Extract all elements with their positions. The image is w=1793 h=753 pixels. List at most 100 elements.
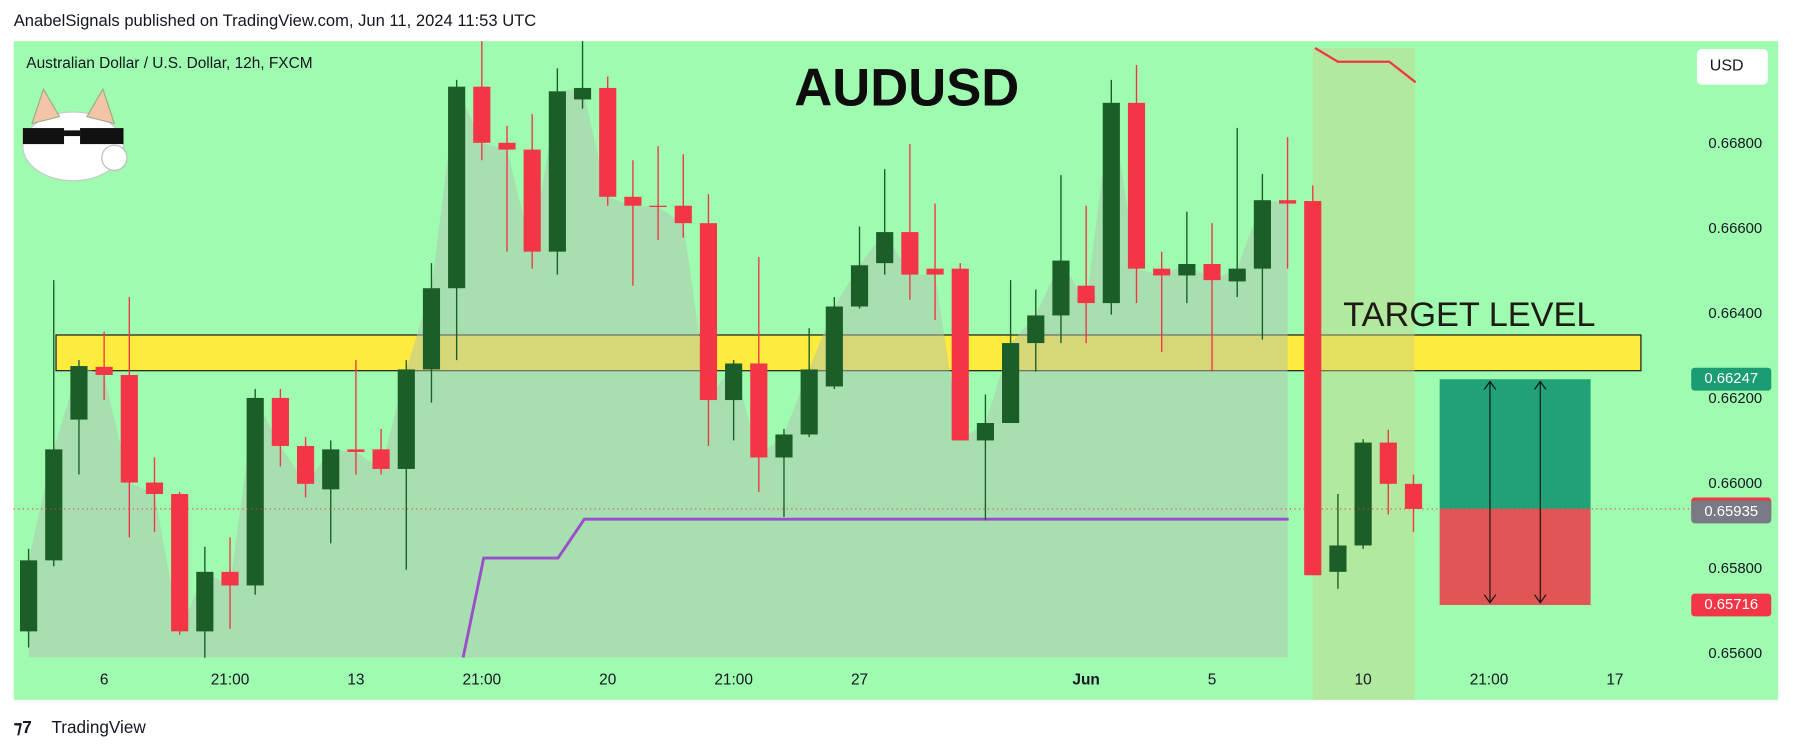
arrow-head <box>1534 380 1547 604</box>
candle-body <box>699 223 718 401</box>
candle-body <box>1329 545 1347 572</box>
y-tick-label: 0.66400 <box>1708 306 1762 322</box>
price-tag-label: 0.65716 <box>1704 597 1758 613</box>
candles <box>20 41 1423 658</box>
footer-brand: TradingView <box>51 717 146 737</box>
candle-body <box>1178 263 1196 276</box>
x-tick-label: 27 <box>851 671 868 688</box>
candle-body <box>1027 315 1045 344</box>
currency-label[interactable]: USD <box>1710 58 1744 75</box>
session-band <box>1312 48 1415 700</box>
candle-body <box>196 571 214 632</box>
candle-body <box>1228 268 1246 282</box>
price-tag <box>1691 367 1772 391</box>
candle-body <box>573 87 592 100</box>
candle-body <box>45 449 63 561</box>
candle-body <box>120 374 138 483</box>
candle-body <box>1278 200 1297 204</box>
x-tick-label: 13 <box>347 671 364 688</box>
candle-body <box>271 397 289 446</box>
band-line <box>1314 47 1417 84</box>
back-layer <box>28 47 1642 700</box>
candle-body <box>95 366 113 375</box>
candle-body <box>422 288 441 370</box>
candle-body <box>649 205 667 208</box>
candle-body <box>725 363 743 401</box>
price-tag <box>1691 500 1772 524</box>
front-layer: 6 21:00 13 21:00 20 21:00 27 Jun 5 10 21:00 17 0.656… <box>13 136 1772 688</box>
y-tick-label: 0.66600 <box>1708 221 1762 237</box>
publish-header: AnabelSignals published on TradingView.c… <box>14 11 537 30</box>
x-tick-label: 21:00 <box>714 671 753 688</box>
candle-body <box>901 232 919 275</box>
chart-title: AUDUSD <box>794 58 1019 117</box>
y-tick-label: 0.66000 <box>1708 476 1762 492</box>
loss-zone <box>1439 508 1591 606</box>
candle-body <box>775 434 793 458</box>
y-tick-label: 0.65800 <box>1708 561 1762 577</box>
target-annotation: TARGET LEVEL <box>1343 296 1595 334</box>
price-tag-label: 0.65935 <box>1704 504 1758 520</box>
candle-body <box>599 87 617 197</box>
currency-button[interactable] <box>1696 49 1768 85</box>
price-tag <box>1691 593 1772 617</box>
x-tick-label: 21:00 <box>463 671 502 688</box>
y-tick-label: 0.65600 <box>1708 646 1762 662</box>
candle-body <box>624 196 642 206</box>
candle-body <box>750 363 768 458</box>
candle-body <box>1354 442 1372 546</box>
x-tick-label: 17 <box>1606 671 1623 688</box>
candle-body <box>951 268 969 441</box>
candle-body <box>1379 442 1397 484</box>
candle-body <box>1203 263 1221 281</box>
x-tick-label: 6 <box>100 671 109 688</box>
arrow-head <box>1483 380 1497 604</box>
candle-body <box>1153 268 1171 276</box>
x-tick-label: 5 <box>1208 671 1217 688</box>
candle-body <box>473 86 491 143</box>
candle-body <box>1304 201 1322 576</box>
symbol-description: Australian Dollar / U.S. Dollar, 12h, FX… <box>26 55 312 72</box>
profit-zone <box>1439 379 1591 509</box>
candle-body <box>876 232 894 264</box>
candle-body <box>976 423 994 441</box>
candle-body <box>145 482 164 495</box>
price-tag-label: 0.66247 <box>1704 371 1758 387</box>
candle-body <box>926 268 944 275</box>
candle-body <box>448 86 466 289</box>
x-tick-label: 21:00 <box>211 671 250 688</box>
candle-body <box>548 91 566 252</box>
y-tick-label: 0.66200 <box>1708 391 1762 407</box>
close-area <box>28 86 1288 658</box>
candle-body <box>1052 260 1070 316</box>
candle-body <box>70 366 88 420</box>
tv-logo: ⁊7 <box>14 717 32 737</box>
candle-body <box>1404 483 1423 509</box>
candle-body <box>20 560 38 632</box>
candle-body <box>296 445 315 484</box>
candle-body <box>1077 285 1095 304</box>
candle-body <box>347 449 365 452</box>
y-tick-label: 0.66800 <box>1708 136 1762 152</box>
candle-body <box>171 494 189 632</box>
x-tick-label: 10 <box>1355 671 1372 688</box>
candle-body <box>800 369 818 435</box>
candle-body <box>674 205 692 224</box>
candle-body <box>523 149 541 252</box>
candle-body <box>397 369 415 469</box>
candle-body <box>372 449 390 469</box>
candle-body <box>1002 343 1020 424</box>
indicator-line <box>461 517 1289 658</box>
candle-body <box>825 306 843 387</box>
x-tick-label: 21:00 <box>1470 671 1509 688</box>
candle-body <box>246 397 264 586</box>
candle-body <box>1253 200 1271 269</box>
x-tick-label: Jun <box>1072 671 1099 688</box>
candle-body <box>1102 102 1120 304</box>
candle-body <box>221 571 239 586</box>
candle-body <box>850 265 869 307</box>
candle-body <box>498 142 516 150</box>
candle-body <box>1127 102 1146 269</box>
